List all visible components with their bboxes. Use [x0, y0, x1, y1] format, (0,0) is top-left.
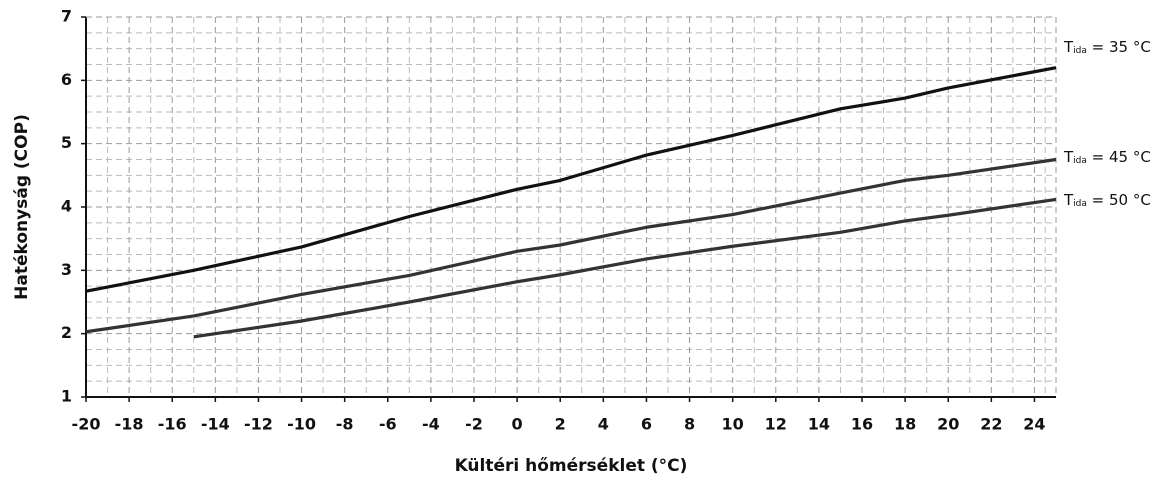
series-label: Tida = 45 °C: [1063, 148, 1151, 166]
series-label: Tida = 35 °C: [1063, 38, 1151, 56]
y-tick-label: 1: [61, 387, 72, 406]
x-tick-label: 14: [808, 415, 830, 434]
x-tick-label: 18: [894, 415, 916, 434]
series-line: [85, 66, 1057, 293]
label-sub: ida: [1073, 156, 1087, 166]
x-tick-label: -20: [72, 415, 101, 434]
x-tick-label: 24: [1023, 415, 1045, 434]
x-tick-label: 6: [641, 415, 652, 434]
series-line: [85, 157, 1057, 334]
x-tick-label: -14: [201, 415, 230, 434]
y-tick-label: 5: [61, 133, 72, 152]
y-tick-label: 3: [61, 260, 72, 279]
y-tick-label: 6: [61, 70, 72, 89]
x-tick-label: 8: [684, 415, 695, 434]
series-line: [193, 197, 1057, 339]
label-rest: = 45 °C: [1087, 148, 1151, 166]
x-tick-label: 22: [980, 415, 1002, 434]
y-tick-label: 2: [61, 323, 72, 342]
x-axis-title: Kültéri hőmérséklet (°C): [455, 456, 688, 476]
label-rest: = 50 °C: [1087, 191, 1151, 209]
label-main: T: [1063, 191, 1074, 209]
x-tick-label: 12: [765, 415, 787, 434]
label-sub: ida: [1073, 46, 1087, 56]
x-tick-label: -6: [379, 415, 397, 434]
label-rest: = 35 °C: [1087, 38, 1151, 56]
y-axis-title: Hatékonyság (COP): [12, 114, 32, 300]
x-tick-label: 4: [598, 415, 609, 434]
series-label: Tida = 50 °C: [1063, 191, 1151, 209]
x-tick-label: -10: [287, 415, 316, 434]
x-tick-label: -18: [115, 415, 144, 434]
y-tick-label: 4: [61, 197, 72, 216]
x-tick-label: -2: [465, 415, 483, 434]
x-tick-label: -12: [244, 415, 273, 434]
x-tick-label: -16: [158, 415, 187, 434]
x-tick-label: 20: [937, 415, 959, 434]
x-tick-label: 0: [512, 415, 523, 434]
x-tick-label: 10: [722, 415, 744, 434]
x-tick-label: 2: [555, 415, 566, 434]
x-tick-label: -4: [422, 415, 440, 434]
y-tick-label: 7: [61, 7, 72, 26]
label-sub: ida: [1073, 199, 1087, 209]
label-main: T: [1063, 38, 1074, 56]
x-tick-label: -8: [336, 415, 354, 434]
x-tick-label: 16: [851, 415, 873, 434]
label-main: T: [1063, 148, 1074, 166]
